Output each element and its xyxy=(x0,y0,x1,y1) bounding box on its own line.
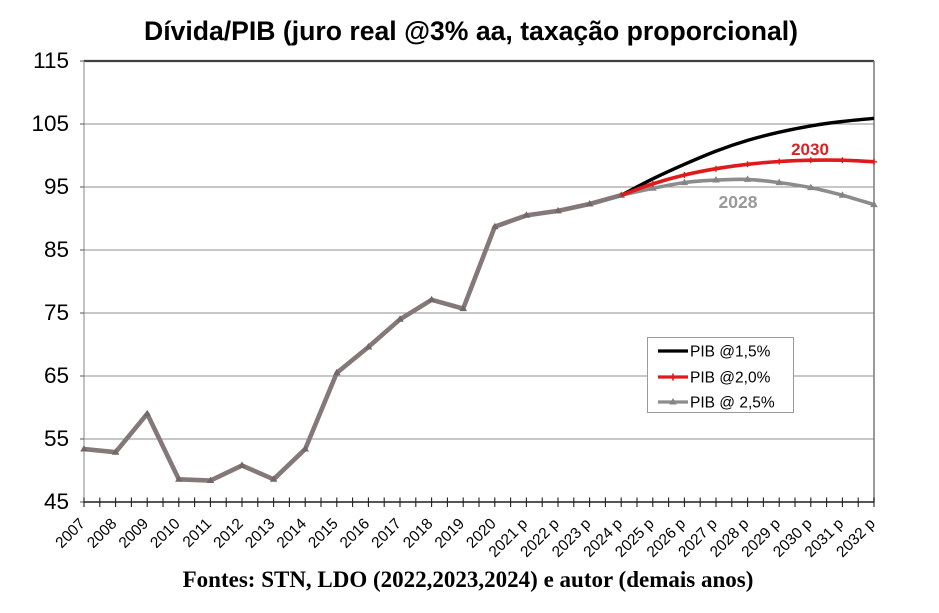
svg-text:PIB @2,0%: PIB @2,0% xyxy=(690,370,771,387)
svg-text:Dívida/PIB (juro real @3% aa,: Dívida/PIB (juro real @3% aa, taxação pr… xyxy=(144,16,798,46)
svg-text:PIB @1,5%: PIB @1,5% xyxy=(690,344,771,361)
svg-text:115: 115 xyxy=(33,48,69,73)
svg-text:2028: 2028 xyxy=(719,192,758,212)
svg-text:95: 95 xyxy=(44,174,69,199)
svg-text:45: 45 xyxy=(44,489,69,514)
svg-text:55: 55 xyxy=(44,426,69,451)
svg-text:65: 65 xyxy=(44,363,69,388)
svg-text:Fontes: STN, LDO (2022,2023,20: Fontes: STN, LDO (2022,2023,2024) e auto… xyxy=(183,567,754,592)
svg-text:2030: 2030 xyxy=(791,140,829,159)
svg-text:105: 105 xyxy=(31,111,69,136)
svg-text:75: 75 xyxy=(44,300,69,325)
svg-text:PIB @ 2,5%: PIB @ 2,5% xyxy=(690,395,775,412)
svg-text:85: 85 xyxy=(44,237,69,262)
